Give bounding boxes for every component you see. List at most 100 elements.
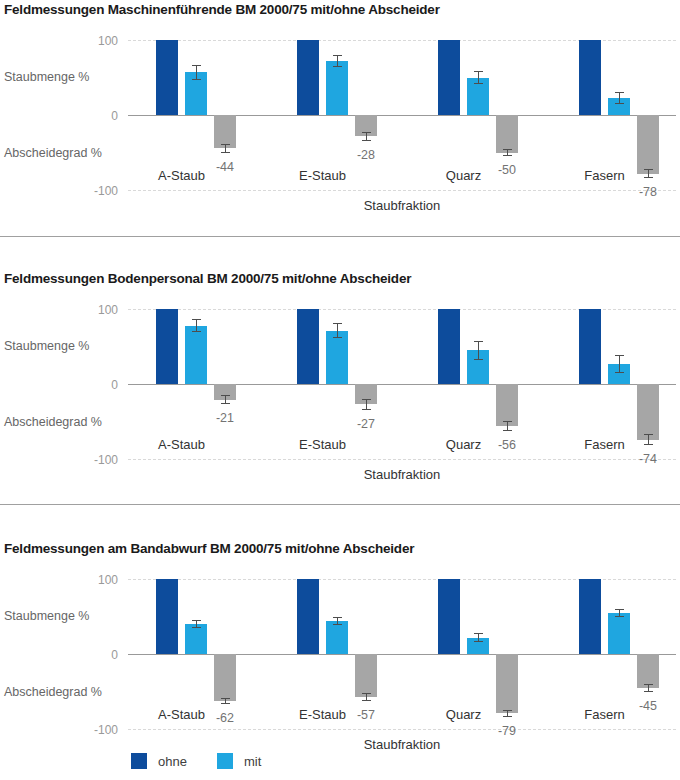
x-axis-label: Staubfraktion <box>128 737 676 752</box>
legend-label-ohne: ohne <box>158 754 187 769</box>
bar-abscheidegrad-a-staub <box>214 654 236 701</box>
value-label-fasern: -74 <box>628 452 668 466</box>
error-bar-line <box>366 694 367 700</box>
y-axis-label-abscheidegrad: Abscheidegrad % <box>4 146 102 160</box>
bar-abscheidegrad-e-staub <box>355 654 377 697</box>
bar-ohne-fasern <box>579 40 601 115</box>
error-bar-mit-a-staub <box>192 620 201 628</box>
y-axis-label-abscheidegrad: Abscheidegrad % <box>4 415 102 429</box>
y-axis-label-staubmenge: Staubmenge % <box>4 339 89 353</box>
bar-ohne-a-staub <box>156 579 178 654</box>
bar-mit-a-staub <box>185 326 207 385</box>
error-bar-line <box>648 685 649 691</box>
y-tick-neg-100: -100 <box>68 453 118 467</box>
bar-ohne-fasern <box>579 309 601 384</box>
legend-label-mit: mit <box>244 754 261 769</box>
error-bar-abscheidegrad-quarz <box>503 149 512 157</box>
value-label-fasern: -45 <box>628 699 668 713</box>
value-label-a-staub: -44 <box>205 160 245 174</box>
bar-mit-a-staub <box>185 624 207 654</box>
value-label-quarz: -79 <box>487 724 527 738</box>
bar-mit-e-staub <box>326 61 348 115</box>
category-label-fasern: Fasern <box>569 437 640 452</box>
bar-groups: A-Staub-44E-Staub-28Quarz-50Fasern-78 <box>128 40 676 190</box>
error-bar-abscheidegrad-quarz <box>503 710 512 718</box>
error-bar-mit-e-staub <box>333 55 342 67</box>
error-bar-abscheidegrad-a-staub <box>221 698 230 704</box>
bar-groups: A-Staub-21E-Staub-27Quarz-56Fasern-74 <box>128 309 676 459</box>
y-tick-100: 100 <box>68 573 118 587</box>
error-bar-line <box>366 133 367 140</box>
value-label-e-staub: -28 <box>346 148 386 162</box>
error-bar-abscheidegrad-fasern <box>644 434 653 445</box>
y-tick-0: 0 <box>68 109 118 123</box>
category-label-quarz: Quarz <box>428 707 499 722</box>
error-bar-mit-e-staub <box>333 617 342 625</box>
y-axis-label-staubmenge: Staubmenge % <box>4 70 89 84</box>
error-bar-line <box>507 711 508 717</box>
error-bar-abscheidegrad-fasern <box>644 684 653 692</box>
x-axis-label: Staubfraktion <box>128 467 676 482</box>
bar-abscheidegrad-fasern <box>637 384 659 440</box>
error-bar-mit-fasern <box>615 609 624 617</box>
bar-abscheidegrad-quarz <box>496 115 518 153</box>
gridline-neg-100 <box>128 190 676 191</box>
error-bar-line <box>507 422 508 431</box>
gridline-neg-100 <box>128 459 676 460</box>
error-bar-abscheidegrad-e-staub <box>362 693 371 701</box>
bar-ohne-a-staub <box>156 40 178 115</box>
category-label-e-staub: E-Staub <box>287 168 358 183</box>
error-bar-abscheidegrad-e-staub <box>362 399 371 410</box>
bar-abscheidegrad-fasern <box>637 654 659 688</box>
error-bar-line <box>337 56 338 66</box>
bar-mit-fasern <box>608 613 630 654</box>
value-label-a-staub: -62 <box>205 711 245 725</box>
error-bar-line <box>337 618 338 624</box>
plot-area: 100 0 -100 A-Staub-62E-Staub-57Quarz-79F… <box>128 579 676 729</box>
error-bar-line <box>196 621 197 627</box>
error-bar-mit-quarz <box>474 341 483 361</box>
legend-item-ohne: ohne <box>131 753 187 769</box>
bar-groups: A-Staub-62E-Staub-57Quarz-79Fasern-45 <box>128 579 676 729</box>
bar-ohne-quarz <box>438 40 460 115</box>
page: Feldmessungen Maschinenführende BM 2000/… <box>0 0 680 780</box>
y-axis-label-abscheidegrad: Abscheidegrad % <box>4 685 102 699</box>
error-bar-line <box>648 435 649 444</box>
error-bar-mit-a-staub <box>192 319 201 333</box>
bar-ohne-quarz <box>438 309 460 384</box>
error-bar-line <box>478 342 479 360</box>
y-tick-0: 0 <box>68 648 118 662</box>
plot-area: 100 0 -100 A-Staub-21E-Staub-27Quarz-56F… <box>128 309 676 459</box>
legend: ohne mit <box>131 753 261 769</box>
bar-ohne-fasern <box>579 579 601 654</box>
value-label-fasern: -78 <box>628 185 668 199</box>
error-bar-mit-fasern <box>615 355 624 373</box>
chart-bodenpersonal: Feldmessungen Bodenpersonal BM 2000/75 m… <box>0 271 680 501</box>
bar-abscheidegrad-quarz <box>496 654 518 713</box>
error-bar-line <box>648 170 649 177</box>
section-divider <box>0 504 680 505</box>
value-label-quarz: -56 <box>487 438 527 452</box>
value-label-e-staub: -27 <box>346 417 386 431</box>
category-label-a-staub: A-Staub <box>146 437 217 452</box>
error-bar-abscheidegrad-a-staub <box>221 144 230 153</box>
value-label-e-staub: -57 <box>346 708 386 722</box>
chart-bandabwurf: Feldmessungen am Bandabwurf BM 2000/75 m… <box>0 541 680 771</box>
section-divider <box>0 236 680 237</box>
value-label-a-staub: -21 <box>205 411 245 425</box>
chart-title: Feldmessungen Bodenpersonal BM 2000/75 m… <box>4 271 411 286</box>
error-bar-line <box>225 699 226 703</box>
category-label-fasern: Fasern <box>569 168 640 183</box>
bar-ohne-quarz <box>438 579 460 654</box>
error-bar-line <box>225 145 226 152</box>
error-bar-abscheidegrad-fasern <box>644 169 653 178</box>
gridline-neg-100 <box>128 729 676 730</box>
error-bar-mit-e-staub <box>333 323 342 338</box>
error-bar-line <box>478 72 479 84</box>
legend-swatch-mit <box>217 753 233 769</box>
chart-title: Feldmessungen Maschinenführende BM 2000/… <box>4 2 440 17</box>
y-tick-0: 0 <box>68 378 118 392</box>
bar-abscheidegrad-fasern <box>637 115 659 174</box>
x-axis-label: Staubfraktion <box>128 198 676 213</box>
y-tick-100: 100 <box>68 34 118 48</box>
